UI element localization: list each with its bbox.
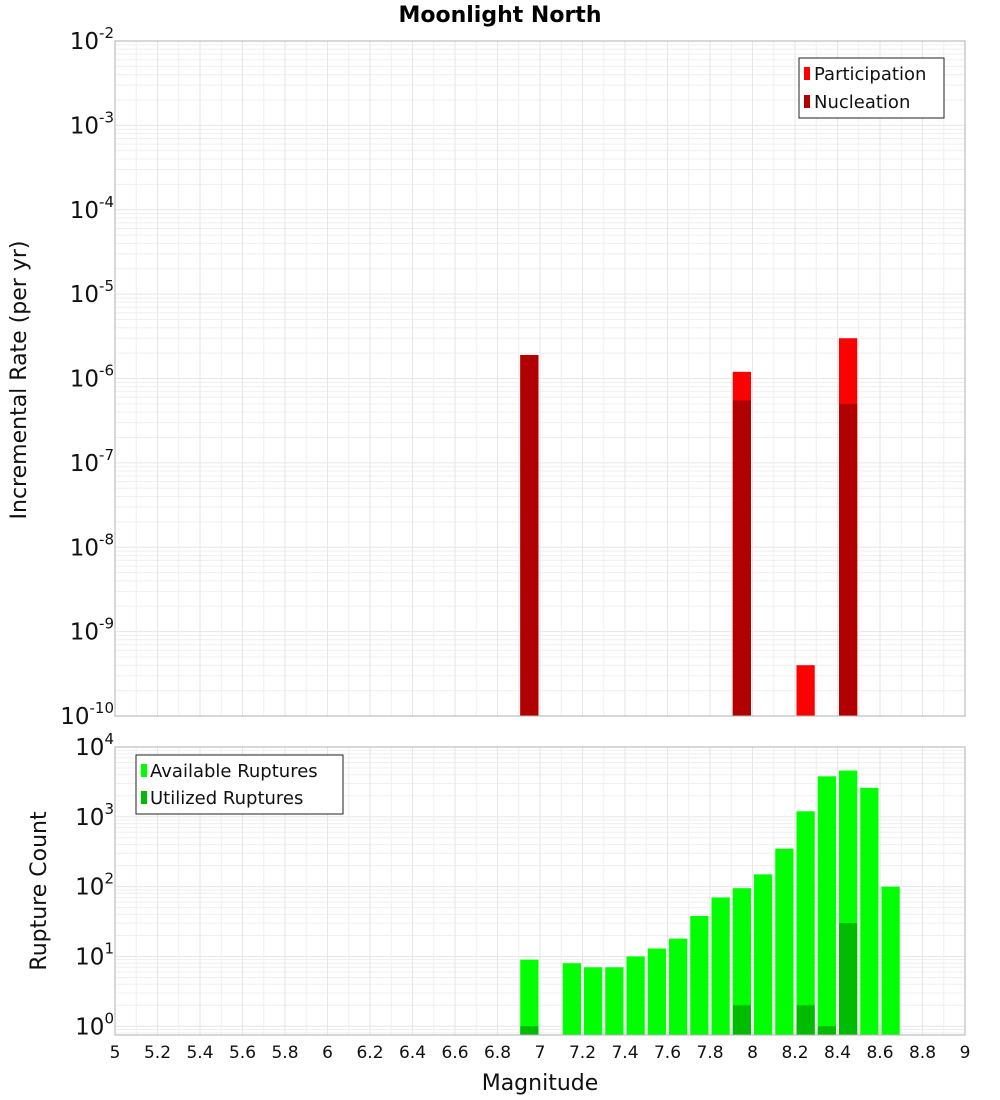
x-tick-label: 5: [110, 1043, 121, 1063]
y-tick-label: 102: [75, 870, 114, 901]
x-tick-label: 7.2: [569, 1043, 596, 1063]
x-tick-label: 8.4: [824, 1043, 851, 1063]
x-tick-label: 5.6: [229, 1043, 256, 1063]
y-tick-label: 10-3: [70, 108, 114, 139]
x-tick-label: 6.4: [399, 1043, 426, 1063]
bar-nucleation: [839, 403, 858, 716]
x-tick-label: 6.6: [441, 1043, 468, 1063]
bar-utilized-ruptures: [817, 1026, 836, 1035]
x-tick-label: 8: [747, 1043, 758, 1063]
y-tick-label: 10-8: [70, 530, 114, 561]
bar-available-ruptures: [584, 967, 603, 1035]
legend-swatch-nucleation: [804, 95, 810, 108]
x-tick-label: 8.8: [909, 1043, 936, 1063]
x-tick-label: 8.6: [866, 1043, 893, 1063]
y-tick-label: 10-9: [70, 615, 114, 646]
bar-available-ruptures: [562, 963, 581, 1035]
top-legend: Participation Nucleation: [798, 57, 945, 119]
chart-title: Moonlight North: [398, 3, 601, 28]
bar-available-ruptures: [626, 956, 645, 1035]
x-tick-label: 5.4: [186, 1043, 213, 1063]
legend-label-utilized-ruptures: Utilized Ruptures: [150, 788, 303, 809]
x-tick-label: 9: [960, 1043, 971, 1063]
bar-available-ruptures: [690, 915, 709, 1035]
bottom-y-axis-label: Rupture Count: [27, 811, 52, 971]
bar-available-ruptures: [732, 888, 751, 1035]
legend-swatch-available-ruptures: [141, 764, 147, 777]
x-tick-labels: 5 5.2 5.4 5.6 5.8 6 6.2 6.4 6.6 6.8 7 7.2 7.4 7.6 7.8 8…: [110, 1043, 971, 1063]
bar-available-ruptures: [669, 938, 688, 1035]
bar-available-ruptures: [520, 959, 539, 1035]
x-tick-label: 6.2: [356, 1043, 383, 1063]
bottom-legend: Available Ruptures Utilized Ruptures: [135, 754, 344, 815]
y-tick-label: 10-5: [70, 277, 114, 308]
x-tick-label: 7.6: [654, 1043, 681, 1063]
bar-available-ruptures: [860, 787, 879, 1035]
bar-available-ruptures: [796, 811, 815, 1035]
bar-utilized-ruptures: [839, 923, 858, 1035]
top-plot-grid: [114, 40, 966, 717]
bar-available-ruptures: [647, 948, 666, 1035]
bar-utilized-ruptures: [520, 1026, 539, 1035]
bar-utilized-ruptures: [732, 1005, 751, 1035]
legend-swatch-utilized-ruptures: [141, 791, 147, 804]
top-legend-box: [798, 57, 945, 119]
bar-available-ruptures: [817, 776, 836, 1035]
x-tick-label: 6.8: [484, 1043, 511, 1063]
x-tick-label: 7.4: [611, 1043, 638, 1063]
bar-available-ruptures: [711, 897, 730, 1035]
top-y-tick-labels: 10-10 10-9 10-8 10-7 10-6 10-5 10-4 10-3 10-2: [60, 24, 114, 730]
y-tick-label: 103: [75, 800, 114, 831]
x-axis-label: Magnitude: [482, 1071, 599, 1096]
y-tick-label: 10-6: [70, 362, 114, 393]
bottom-y-tick-labels: 100 101 102 103 104: [75, 730, 114, 1040]
bar-available-ruptures: [605, 967, 624, 1035]
bar-available-ruptures: [775, 848, 794, 1035]
y-tick-label: 104: [75, 730, 114, 761]
bar-utilized-ruptures: [796, 1005, 815, 1035]
bottom-plot-bars: [520, 770, 900, 1035]
y-tick-label: 10-7: [70, 446, 114, 477]
y-tick-label: 101: [75, 939, 114, 970]
top-plot-bars: [520, 338, 858, 716]
legend-label-participation: Participation: [814, 64, 926, 85]
bar-nucleation: [520, 354, 539, 716]
legend-label-nucleation: Nucleation: [814, 92, 910, 113]
y-tick-label: 100: [75, 1009, 114, 1040]
x-tick-label: 8.2: [781, 1043, 808, 1063]
legend-label-available-ruptures: Available Ruptures: [150, 761, 318, 782]
y-tick-label: 10-2: [70, 24, 114, 55]
x-tick-label: 6: [322, 1043, 333, 1063]
x-tick-label: 5.8: [271, 1043, 298, 1063]
bar-nucleation: [732, 400, 751, 716]
bottom-plot-frame: [114, 746, 966, 1036]
y-tick-label: 10-10: [60, 699, 114, 730]
bar-available-ruptures: [881, 886, 900, 1035]
y-tick-label: 10-4: [70, 193, 114, 224]
bar-available-ruptures: [754, 874, 773, 1035]
top-plot-frame: [114, 40, 966, 717]
x-tick-label: 7: [535, 1043, 546, 1063]
bottom-legend-box: [135, 754, 344, 815]
x-tick-label: 7.8: [696, 1043, 723, 1063]
bar-participation: [796, 665, 815, 716]
top-y-axis-label: Incremental Rate (per yr): [7, 241, 32, 520]
x-tick-label: 5.2: [144, 1043, 171, 1063]
legend-swatch-participation: [804, 67, 810, 80]
